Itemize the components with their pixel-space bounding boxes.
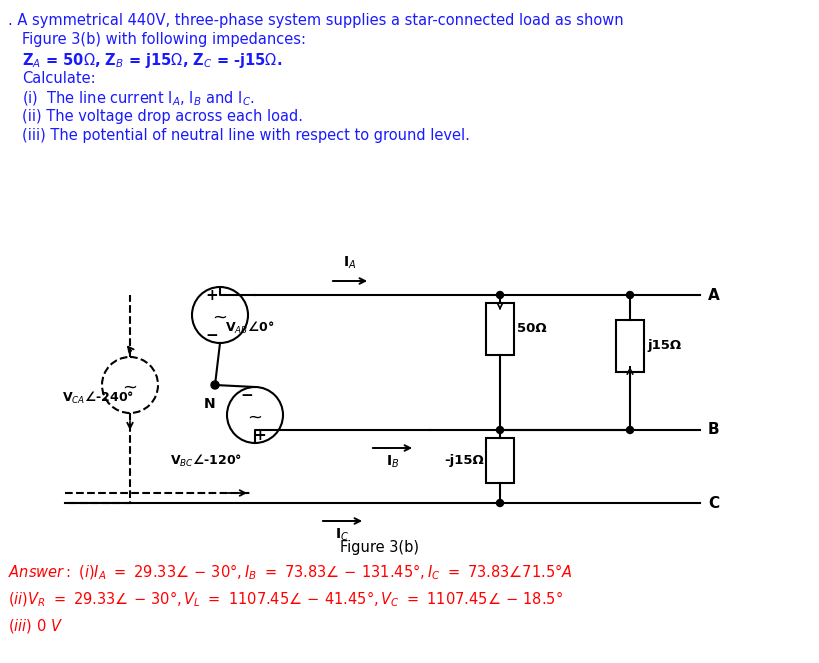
Circle shape [211, 381, 219, 389]
Circle shape [627, 292, 634, 298]
Text: (i)  The line current I$_A$, I$_B$ and I$_C$.: (i) The line current I$_A$, I$_B$ and I$… [22, 90, 255, 108]
Text: B: B [708, 422, 720, 438]
Text: V$_{CA}$∠-240°: V$_{CA}$∠-240° [62, 390, 134, 406]
Text: A: A [708, 288, 720, 302]
Text: +: + [254, 428, 266, 442]
Text: I$_A$: I$_A$ [343, 255, 356, 271]
Text: C: C [708, 495, 719, 511]
Text: . A symmetrical 440V, three-phase system supplies a star-connected load as shown: . A symmetrical 440V, three-phase system… [8, 13, 623, 28]
Text: −: − [241, 387, 253, 402]
Text: Calculate:: Calculate: [22, 71, 96, 86]
Text: V$_{AB}$∠0°: V$_{AB}$∠0° [225, 320, 274, 336]
Text: I$_C$: I$_C$ [336, 527, 350, 544]
Circle shape [496, 499, 504, 507]
Text: ~: ~ [212, 309, 228, 327]
Text: (iii) The potential of neutral line with respect to ground level.: (iii) The potential of neutral line with… [22, 128, 470, 143]
Text: I$_B$: I$_B$ [386, 454, 399, 471]
Text: V$_{BC}$∠-120°: V$_{BC}$∠-120° [170, 453, 242, 469]
Text: Figure 3(b): Figure 3(b) [341, 540, 419, 555]
Text: j15Ω: j15Ω [647, 339, 681, 353]
Bar [616, 320, 644, 372]
Text: −: − [206, 328, 219, 343]
Circle shape [496, 426, 504, 434]
Text: $\it{(ii)V_R}$ $=$ $\it{29.33\angle}$ $-$ $\it{30°,V_L}$ $=$ $\it{1107.45\angle}: $\it{(ii)V_R}$ $=$ $\it{29.33\angle}$ $-… [8, 590, 563, 609]
Text: -j15Ω: -j15Ω [444, 454, 484, 467]
Text: Z$_A$ = 50$\Omega$, Z$_B$ = j15$\Omega$, Z$_C$ = -j15$\Omega$.: Z$_A$ = 50$\Omega$, Z$_B$ = j15$\Omega$,… [22, 51, 283, 70]
Text: (ii) The voltage drop across each load.: (ii) The voltage drop across each load. [22, 109, 303, 124]
Text: 50Ω: 50Ω [517, 322, 546, 335]
Text: Figure 3(b) with following impedances:: Figure 3(b) with following impedances: [22, 32, 306, 47]
Text: +: + [206, 288, 219, 302]
Circle shape [496, 292, 504, 298]
Circle shape [627, 426, 634, 434]
Text: N: N [204, 397, 216, 411]
Text: $\it{(iii)\ 0\ V}$: $\it{(iii)\ 0\ V}$ [8, 617, 63, 635]
Text: ~: ~ [247, 409, 263, 427]
Bar [486, 438, 514, 483]
Text: ~: ~ [123, 379, 138, 397]
Bar [486, 303, 514, 355]
Text: $\it{Answer:}$ $\it{(i)I_A}$ $=$ $\it{29.33\angle}$ $-$ $\it{30°,I_B}$ $=$ $\it{: $\it{Answer:}$ $\it{(i)I_A}$ $=$ $\it{29… [8, 563, 572, 582]
